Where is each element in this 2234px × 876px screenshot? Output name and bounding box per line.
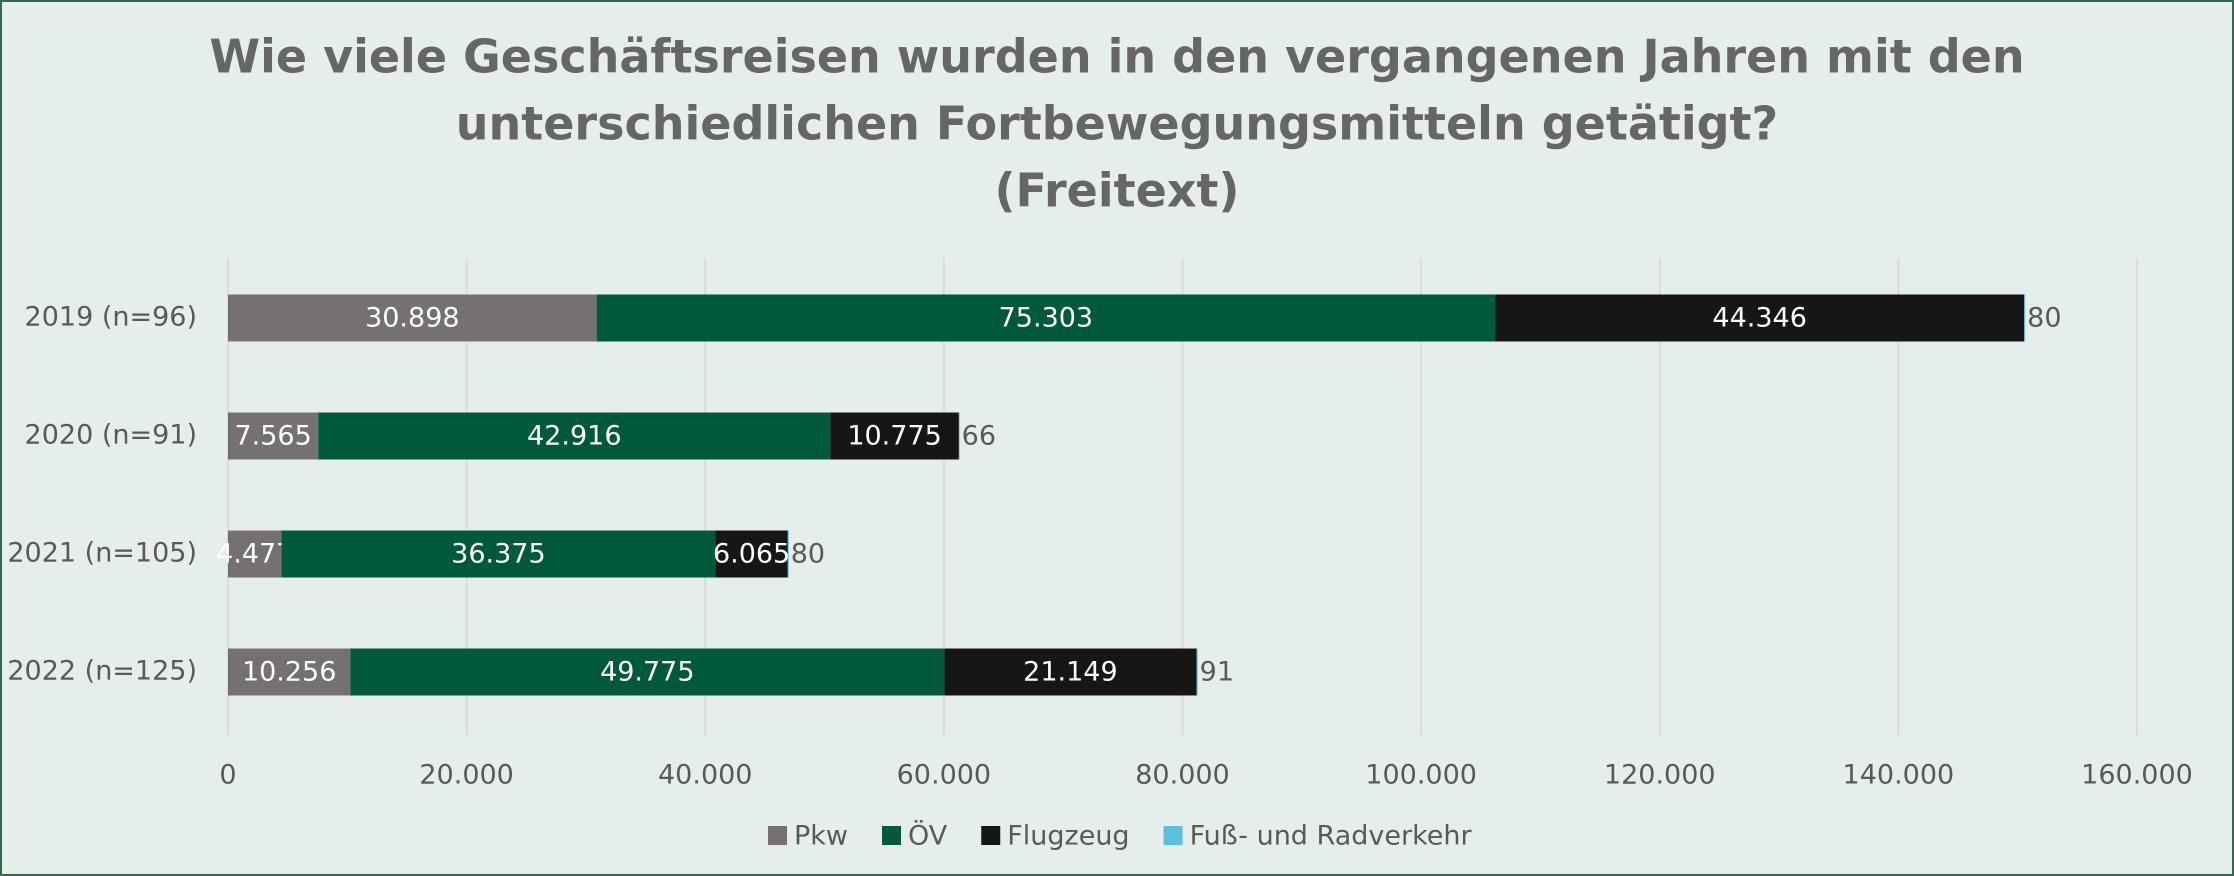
data-label: 42.916: [527, 421, 621, 452]
legend-label: ÖV: [908, 820, 948, 852]
x-tick-label: 120.000: [1604, 760, 1716, 791]
chart-title: Wie viele Geschäftsreisen wurden in den …: [209, 30, 2024, 84]
bar-segment: [228, 412, 319, 460]
bar-segment: [1495, 294, 2025, 342]
data-label: 21.149: [1023, 657, 1117, 688]
data-label: 80: [2027, 303, 2061, 334]
bar-segment: [958, 412, 960, 460]
legend-label: Pkw: [794, 821, 848, 852]
chart-subtitle: (Freitext): [994, 164, 1239, 218]
data-label: 66: [962, 421, 996, 452]
bar-segment: [281, 530, 716, 578]
x-tick-label: 20.000: [419, 760, 513, 791]
legend-label: Fuß- und Radverkehr: [1190, 821, 1473, 852]
x-tick-label: 140.000: [1843, 760, 1955, 791]
x-tick-label: 80.000: [1135, 760, 1229, 791]
bar-segment: [830, 412, 959, 460]
bar-segment: [228, 530, 282, 578]
bar-segment: [228, 648, 351, 696]
x-tick-label: 100.000: [1365, 760, 1477, 791]
legend-swatch: [1163, 826, 1183, 845]
legend-swatch: [882, 826, 901, 845]
legend-label: Flugzeug: [1007, 821, 1129, 852]
bar-segment: [2024, 294, 2026, 342]
x-tick-label: 0: [219, 760, 236, 791]
data-label: 10.256: [242, 657, 336, 688]
y-tick-label: 2022 (n=125): [7, 656, 197, 687]
data-label: 4.477: [216, 539, 293, 570]
bar-segment: [318, 412, 831, 460]
data-label: 6.065: [713, 539, 790, 570]
bar-segment: [350, 648, 945, 696]
bar-segment: [228, 294, 597, 342]
data-label: 80: [791, 539, 825, 570]
x-tick-label: 40.000: [658, 760, 752, 791]
data-label: 10.775: [847, 421, 941, 452]
data-label: 75.303: [999, 303, 1093, 334]
x-tick-label: 60.000: [897, 760, 991, 791]
y-tick-label: 2020 (n=91): [25, 420, 197, 451]
bar-segment: [596, 294, 1496, 342]
x-tick-label: 160.000: [2081, 760, 2193, 791]
bar-segment: [944, 648, 1197, 696]
data-label: 36.375: [451, 539, 545, 570]
data-label: 49.775: [600, 657, 694, 688]
y-tick-label: 2019 (n=96): [25, 302, 197, 333]
legend-swatch: [981, 826, 1001, 845]
y-tick-label: 2021 (n=105): [7, 538, 197, 569]
legend-swatch: [768, 826, 787, 845]
bar-segment: [715, 530, 788, 578]
data-label: 30.898: [365, 303, 459, 334]
bar-segment: [787, 530, 789, 578]
data-label: 44.346: [1712, 303, 1806, 334]
bar-segment: [1196, 648, 1198, 696]
data-label: 7.565: [234, 421, 311, 452]
chart-title: unterschiedlichen Fortbewegungsmitteln g…: [456, 97, 1778, 151]
data-label: 91: [1200, 657, 1234, 688]
